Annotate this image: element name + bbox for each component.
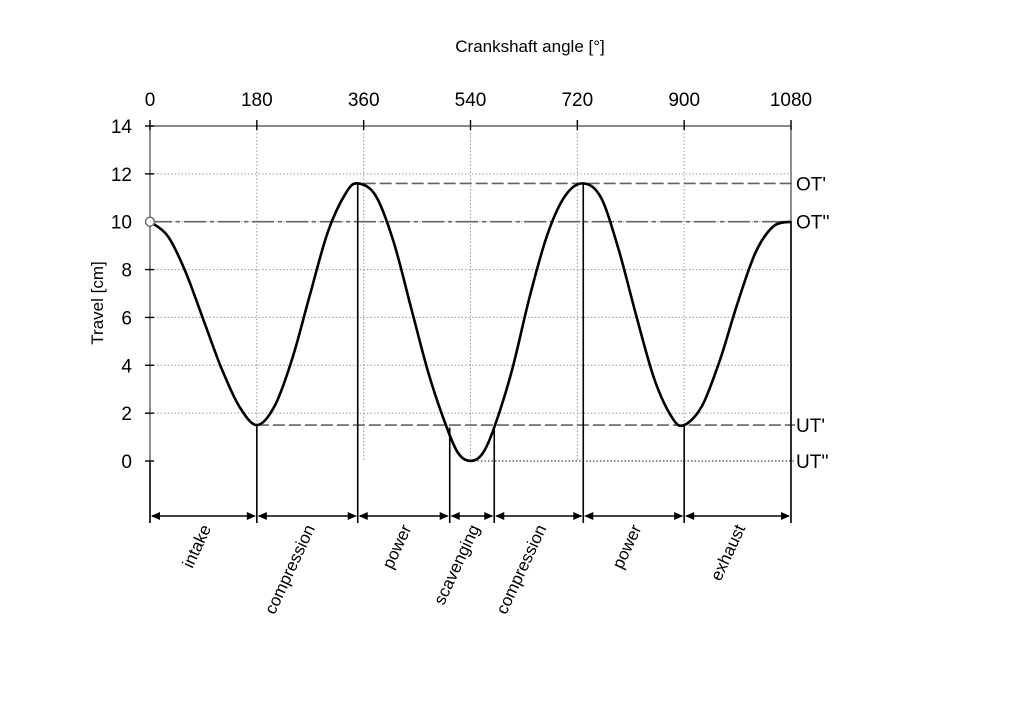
phase-arrowhead-right-1	[347, 512, 357, 520]
y-tick-label: 4	[121, 356, 132, 377]
x-tick-label: 720	[561, 90, 593, 111]
x-tick-label: 540	[455, 90, 487, 111]
phase-arrowhead-right-3	[484, 512, 494, 520]
y-tick-label: 14	[111, 117, 133, 138]
phase-label: compression	[261, 522, 319, 617]
reference-label: UT''	[796, 452, 829, 473]
y-tick-label: 8	[121, 261, 132, 282]
y-tick-label: 0	[121, 452, 132, 473]
phase-arrowhead-right-4	[573, 512, 583, 520]
x-tick-label: 900	[668, 90, 700, 111]
phase-arrowhead-left-4	[495, 512, 505, 520]
x-tick-label: 1080	[770, 90, 812, 111]
travel-curve-group	[144, 182, 792, 463]
phase-label: exhaust	[707, 521, 750, 583]
phase-label: intake	[179, 522, 215, 571]
reference-label: OT''	[796, 213, 830, 234]
phase-arrowhead-left-0	[151, 512, 160, 520]
travel-curve	[149, 182, 792, 463]
phase-arrowhead-left-3	[450, 512, 460, 520]
y-tick-label: 2	[121, 404, 132, 425]
phase-arrowhead-left-6	[685, 512, 695, 520]
reference-label: UT'	[796, 416, 825, 437]
phase-arrowhead-right-2	[439, 512, 449, 520]
y-tick-label: 10	[111, 213, 132, 234]
y-axis-title: Travel [cm]	[88, 261, 107, 344]
phase-arrowhead-right-6	[781, 512, 790, 520]
x-tick-label: 0	[145, 90, 156, 111]
grid	[150, 126, 791, 461]
start-point-marker	[144, 216, 156, 227]
phase-arrowhead-right-0	[246, 512, 256, 520]
x-tick-label: 360	[348, 90, 380, 111]
phase-label: scavenging	[430, 522, 484, 608]
reference-label: OT'	[796, 174, 826, 195]
phase-arrowhead-left-1	[257, 512, 267, 520]
x-tick-label: 180	[241, 90, 273, 111]
phase-arrowhead-left-2	[358, 512, 368, 520]
y-tick-label: 12	[111, 165, 132, 186]
reference-lines: OT' OT'' UT' UT''	[150, 174, 830, 473]
phase-label: compression	[492, 522, 550, 617]
phase-arrowhead-left-5	[584, 512, 594, 520]
axes: 0 180 360 540 720 900 1080 0 2 4 6 8 10 12 14	[111, 90, 812, 473]
phase-label: power	[609, 521, 646, 571]
x-axis-title: Crankshaft angle [°]	[455, 37, 605, 56]
y-tick-label: 6	[121, 308, 132, 329]
phase-arrowhead-right-5	[674, 512, 684, 520]
phase-label: power	[379, 521, 416, 571]
